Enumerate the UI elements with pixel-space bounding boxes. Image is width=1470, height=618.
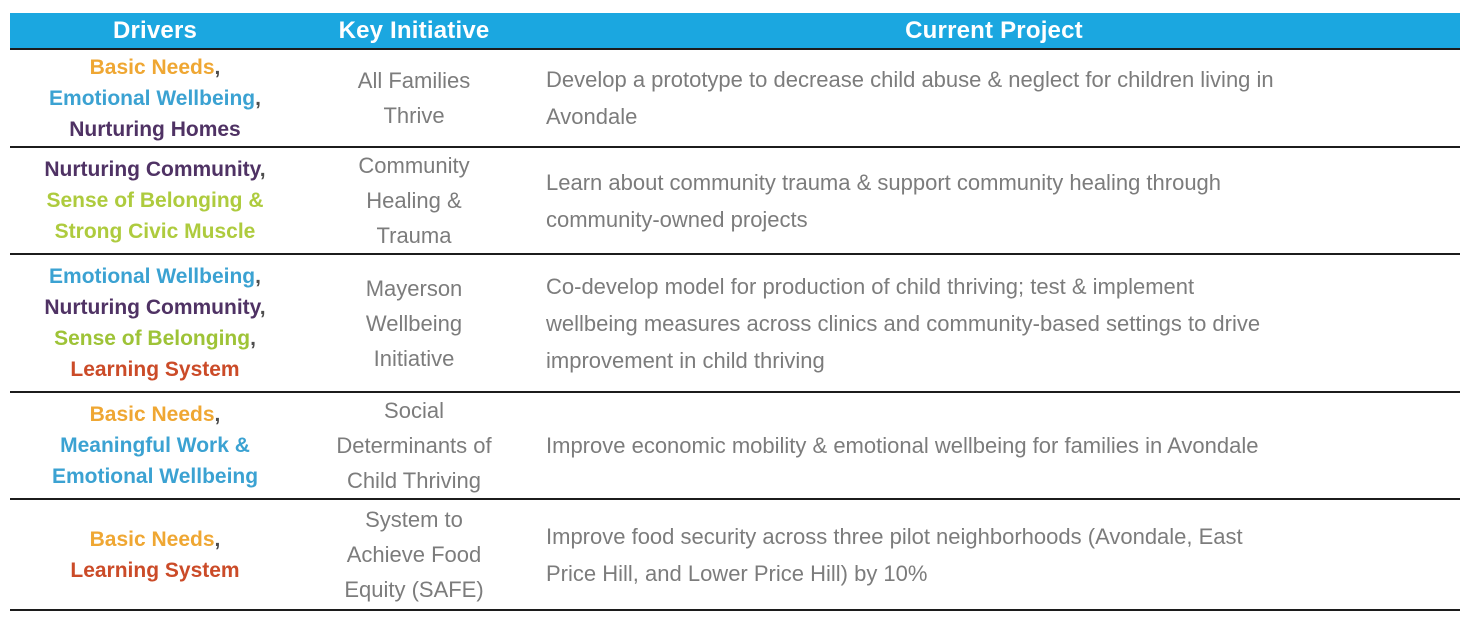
driver-line: Nurturing Community, [44,154,265,185]
initiative-line: Determinants of [336,433,492,458]
table-body: Basic Needs, Emotional Wellbeing, Nurturin… [10,50,1460,611]
project-cell: Improve food security across three pilot… [528,518,1460,592]
driver-line: Emotional Wellbeing [52,461,258,492]
driver-comma: , [214,403,221,426]
driver-line: Nurturing Homes [69,114,241,145]
driver-name: Basic Needs [89,55,215,79]
driver-line: Meaningful Work & [60,430,250,461]
driver-name: Strong Civic Muscle [54,220,256,243]
table-row: Basic Needs, Meaningful Work & Emotional W… [10,393,1460,500]
project-line: community-owned projects [546,206,808,232]
project-line: Learn about community trauma & support c… [546,169,1222,195]
project-line: wellbeing measures across clinics and co… [546,310,1261,336]
initiative-line: Child Thriving [346,468,482,493]
table-row: Emotional Wellbeing, Nurturing Community,… [10,255,1460,393]
initiative-line: Achieve Food [346,542,482,567]
driver-name: Basic Needs [89,527,215,551]
driver-name: Learning System [70,358,240,381]
driver-line: Learning System [70,555,239,586]
driver-line: Basic Needs, [90,524,221,555]
initiative-cell: Mayerson Wellbeing Initiative [300,271,528,376]
driver-comma: , [259,296,266,319]
driver-line: Nurturing Community, [44,292,265,323]
initiative-cell: Social Determinants of Child Thriving [300,393,528,498]
project-line: Price Hill, and Lower Price Hill) by 10% [546,560,928,586]
drivers-cell: Basic Needs, Emotional Wellbeing, Nurturin… [10,52,300,145]
driver-comma: , [214,527,221,551]
driver-line: Emotional Wellbeing, [49,261,261,292]
project-cell: Improve economic mobility & emotional we… [528,427,1460,464]
initiative-line: Trauma [376,223,452,248]
drivers-cell: Basic Needs, Learning System [10,524,300,586]
project-line: Avondale [546,104,638,129]
header-key-initiative: Key Initiative [338,16,490,44]
driver-comma: , [214,55,221,79]
initiative-line: Healing & [366,188,462,213]
driver-line: Basic Needs, [90,399,221,430]
project-cell: Develop a prototype to decrease child ab… [528,61,1460,135]
driver-line: Sense of Belonging & [46,185,263,216]
initiative-line: Mayerson [365,275,463,301]
driver-name: Nurturing Community [44,158,260,181]
driver-name: Basic Needs [89,403,215,426]
driver-comma: , [259,158,266,181]
initiative-cell: Community Healing & Trauma [300,148,528,253]
driver-name: Sense of Belonging & [46,189,264,212]
drivers-cell: Basic Needs, Meaningful Work & Emotional W… [10,399,300,492]
driver-line: Strong Civic Muscle [55,216,256,247]
project-line: Co-develop model for production of child… [546,273,1195,299]
table-header: Drivers Key Initiative Current Project [10,13,1460,50]
header-drivers: Drivers [112,16,198,44]
drivers-cell: Emotional Wellbeing, Nurturing Community,… [10,261,300,385]
project-cell: Co-develop model for production of child… [528,268,1460,379]
driver-name: Emotional Wellbeing [49,265,256,288]
driver-line: Basic Needs, [90,52,221,83]
initiative-cell: All Families Thrive [300,63,528,133]
table-row: Nurturing Community, Sense of Belonging &… [10,148,1460,255]
initiatives-table: Drivers Key Initiative Current Project B… [10,13,1460,611]
table-row: Basic Needs, Emotional Wellbeing, Nurturin… [10,50,1460,148]
project-line: improvement in child thriving [546,347,825,373]
initiative-line: System to [365,507,463,532]
driver-line: Learning System [70,354,239,385]
header-current-project: Current Project [905,16,1083,44]
project-cell: Learn about community trauma & support c… [528,164,1460,238]
project-line: Improve economic mobility & emotional we… [546,433,1259,458]
driver-name: Emotional Wellbeing [51,465,259,488]
driver-line: Sense of Belonging, [54,323,256,354]
drivers-cell: Nurturing Community, Sense of Belonging &… [10,154,300,247]
driver-name: Emotional Wellbeing [49,86,256,110]
initiative-cell: System to Achieve Food Equity (SAFE) [300,502,528,607]
initiative-line: Community [358,153,470,178]
project-line: Develop a prototype to decrease child ab… [546,67,1274,92]
driver-comma: , [255,86,261,110]
project-line: Improve food security across three pilot… [546,523,1243,549]
driver-line: Emotional Wellbeing, [49,83,261,114]
initiative-line: Social [384,398,444,423]
driver-comma: , [250,327,256,350]
initiative-line: All Families [357,68,471,93]
driver-name: Sense of Belonging [54,327,251,350]
driver-name: Nurturing Community [44,296,260,319]
initiative-line: Equity (SAFE) [344,577,484,602]
initiative-line: Thrive [383,103,445,128]
driver-name: Meaningful Work & [60,434,250,457]
table-row: Basic Needs, Learning System System to Ach… [10,500,1460,611]
initiative-line: Initiative [373,345,455,371]
initiative-line: Wellbeing [365,310,463,336]
driver-name: Nurturing Homes [69,117,241,141]
driver-comma: , [255,265,261,288]
driver-name: Learning System [70,558,240,582]
